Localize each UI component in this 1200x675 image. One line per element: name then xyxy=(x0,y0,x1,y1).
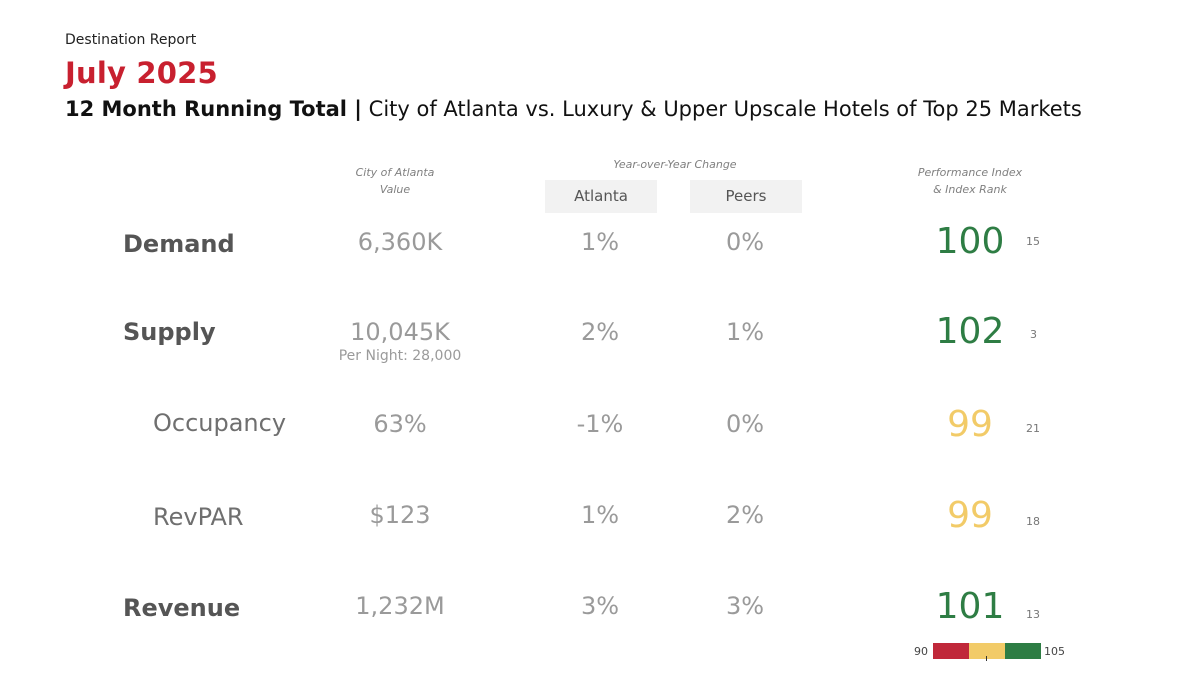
value-demand: 6,360K xyxy=(357,228,443,256)
value-header-line1: City of Atlanta xyxy=(355,166,435,179)
rank-supply: 3 xyxy=(1030,328,1037,341)
legend-segment-low xyxy=(933,643,969,659)
legend-segment-mid xyxy=(969,643,1005,659)
index-column-header: Performance Index & Index Rank xyxy=(880,164,1060,198)
rank-revenue: 13 xyxy=(1026,608,1040,621)
rank-demand: 15 xyxy=(1026,235,1040,248)
yoy-peers-revpar: 2% xyxy=(725,501,765,529)
report-subtitle: 12 Month Running Total | City of Atlanta… xyxy=(65,97,1082,121)
index-header-line1: Performance Index xyxy=(917,166,1023,179)
rank-revpar: 18 xyxy=(1026,515,1040,528)
subtitle-rest: City of Atlanta vs. Luxury & Upper Upsca… xyxy=(361,97,1082,121)
value-supply: 10,045K xyxy=(350,318,450,346)
yoy-atlanta-revpar: 1% xyxy=(580,501,620,529)
row-label-occupancy: Occupancy xyxy=(153,409,287,437)
yoy-peers-occupancy: 0% xyxy=(725,410,765,438)
yoy-peers-demand: 0% xyxy=(725,228,765,256)
yoy-peers-supply: 1% xyxy=(725,318,765,346)
report-month: July 2025 xyxy=(65,56,218,90)
legend-tick xyxy=(986,656,987,661)
yoy-atlanta-supply: 2% xyxy=(580,318,620,346)
row-label-revpar: RevPAR xyxy=(153,503,244,531)
row-label-demand: Demand xyxy=(123,230,235,258)
yoy-atlanta-occupancy: -1% xyxy=(576,410,624,438)
yoy-column-header: Year-over-Year Change xyxy=(613,158,737,171)
value-header-line2: Value xyxy=(379,183,411,196)
subtitle-bold: 12 Month Running Total | xyxy=(65,97,362,121)
index-revenue: 101 xyxy=(935,586,1005,627)
row-label-revenue: Revenue xyxy=(123,594,241,622)
row-label-supply: Supply xyxy=(123,318,216,346)
index-supply: 102 xyxy=(935,311,1005,352)
yoy-atlanta-header: Atlanta xyxy=(545,180,657,213)
index-demand: 100 xyxy=(935,221,1005,262)
value-column-header: City of Atlanta Value xyxy=(315,164,475,198)
index-occupancy: 99 xyxy=(947,404,993,445)
yoy-atlanta-revenue: 3% xyxy=(580,592,620,620)
legend-min-label: 90 xyxy=(914,645,928,658)
legend-max-label: 105 xyxy=(1044,645,1065,658)
index-revpar: 99 xyxy=(947,495,993,536)
value-occupancy: 63% xyxy=(373,410,427,438)
index-header-line2: & Index Rank xyxy=(933,183,1007,196)
yoy-atlanta-demand: 1% xyxy=(580,228,620,256)
legend-segment-high xyxy=(1005,643,1041,659)
report-type: Destination Report xyxy=(65,32,197,48)
supply-per-night-note: Per Night: 28,000 xyxy=(338,348,462,364)
value-revpar: $123 xyxy=(369,501,431,529)
yoy-peers-revenue: 3% xyxy=(725,592,765,620)
value-revenue: 1,232M xyxy=(355,592,445,620)
rank-occupancy: 21 xyxy=(1026,422,1040,435)
index-color-legend xyxy=(933,643,1041,659)
yoy-peers-header: Peers xyxy=(690,180,802,213)
